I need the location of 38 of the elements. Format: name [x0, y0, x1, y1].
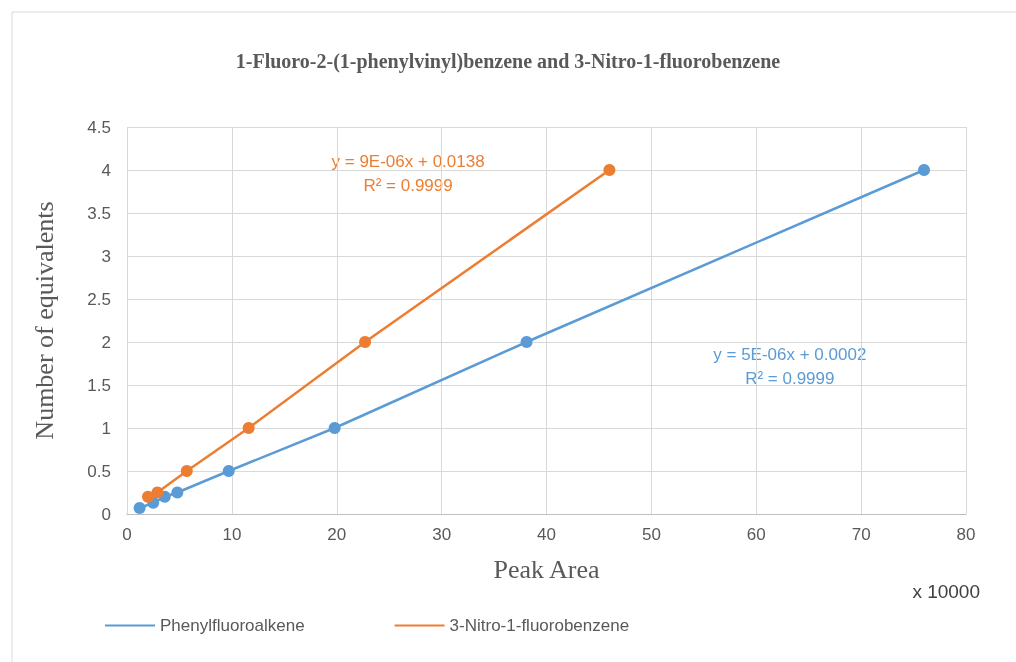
y-tick-label: 4.5 [87, 117, 111, 137]
chart-title: 1-Fluoro-2-(1-phenylvinyl)benzene and 3-Nitro-1-fluorobenzene [235, 50, 781, 73]
point [359, 336, 372, 348]
point [603, 164, 616, 176]
point [180, 465, 193, 477]
point [171, 486, 184, 499]
y-tick-label: 3 [101, 246, 111, 266]
point [520, 336, 533, 348]
y-tick-label: 0 [101, 504, 111, 524]
point [222, 465, 235, 477]
x-tick-label: 50 [641, 525, 661, 544]
annotation: y = 5E-06x + 0.0002 R² = 0.9999 [713, 345, 867, 389]
point [918, 164, 931, 176]
y-tick-label: 2.5 [87, 289, 111, 309]
x-axis-title: Peak Area [493, 554, 601, 584]
legend-label: Phenylfluoroalkene [160, 616, 305, 635]
point [133, 501, 146, 514]
point [151, 486, 164, 499]
y-tick-label: 0.5 [87, 461, 111, 481]
point [242, 422, 255, 434]
x-tick-label: 30 [432, 525, 452, 544]
x-tick-label: 20 [327, 525, 347, 544]
x-tick-label: 40 [537, 525, 556, 544]
text: x 10000 [912, 581, 981, 602]
legend-label: 3-Nitro-1-fluorobenzene [449, 616, 630, 635]
y-tick-label: 2 [101, 332, 111, 352]
point [141, 490, 154, 503]
x-tick-label: 0 [122, 525, 132, 544]
y-tick-label: 1.5 [87, 375, 111, 395]
x-tick-label: 10 [222, 525, 242, 544]
y-tick-label: 1 [101, 418, 111, 438]
point [328, 422, 341, 434]
y-tick-label: 4 [101, 160, 111, 180]
x-tick-label: 70 [851, 525, 871, 544]
y-tick-label: 3.5 [87, 203, 111, 223]
y-axis-title: Number of equivalents [29, 201, 59, 440]
x-tick-label: 80 [956, 525, 976, 544]
x-tick-label: 60 [746, 525, 766, 544]
